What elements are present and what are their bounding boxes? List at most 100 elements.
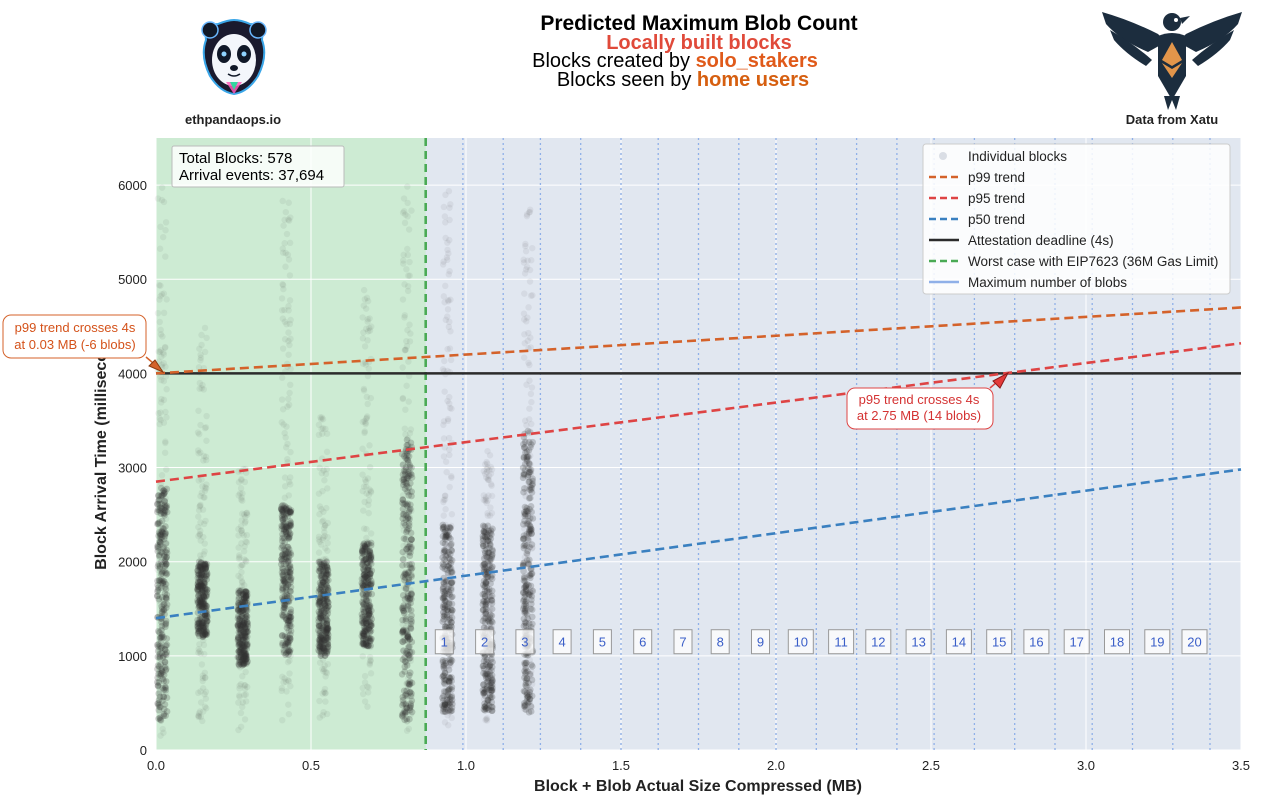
block-dot xyxy=(441,611,449,618)
block-dot xyxy=(359,629,367,636)
block-dot xyxy=(360,558,367,565)
block-dot xyxy=(200,626,208,634)
block-dot xyxy=(195,583,202,590)
block-dot xyxy=(364,540,371,547)
block-dot xyxy=(483,670,490,677)
block-dot xyxy=(483,717,491,724)
block-dot xyxy=(316,599,324,607)
block-dot xyxy=(241,653,248,661)
block-dot xyxy=(162,373,170,380)
block-dot xyxy=(156,318,163,326)
block-dot xyxy=(203,586,211,593)
block-dot xyxy=(319,567,327,574)
block-dot xyxy=(284,641,292,649)
block-dot xyxy=(238,617,246,625)
block-dot xyxy=(315,601,323,608)
block-dot xyxy=(408,618,415,625)
block-dot xyxy=(198,595,206,603)
block-dot xyxy=(195,563,202,570)
block-dot xyxy=(196,530,203,538)
block-dot xyxy=(194,597,201,604)
block-dot xyxy=(163,591,171,599)
block-dot xyxy=(279,588,286,596)
block-dot xyxy=(239,636,246,643)
block-dot xyxy=(155,529,163,536)
block-dot xyxy=(324,564,331,571)
block-dot xyxy=(287,622,295,630)
block-dot xyxy=(323,430,331,437)
block-dot xyxy=(364,559,371,566)
block-dot xyxy=(316,604,324,611)
block-dot xyxy=(194,586,201,593)
block-dot xyxy=(285,568,293,576)
block-dot xyxy=(277,505,285,512)
block-dot xyxy=(242,538,249,545)
block-dot xyxy=(324,571,331,579)
block-dot xyxy=(199,633,207,641)
block-dot xyxy=(196,345,203,352)
block-dot xyxy=(163,504,170,511)
block-dot xyxy=(155,492,162,500)
block-dot xyxy=(159,631,167,639)
block-dot xyxy=(195,562,203,570)
block-dot xyxy=(237,607,245,614)
block-dot xyxy=(282,616,290,623)
block-dot xyxy=(236,682,243,689)
block-dot xyxy=(365,554,373,561)
block-dot xyxy=(318,637,326,645)
block-dot xyxy=(365,602,373,609)
block-dot xyxy=(363,490,370,497)
block-dot xyxy=(156,538,164,546)
block-dot xyxy=(283,590,290,598)
block-dot xyxy=(241,685,249,693)
block-dot xyxy=(160,601,167,608)
block-dot xyxy=(363,622,371,630)
block-dot xyxy=(154,700,161,707)
block-dot xyxy=(278,684,286,692)
block-dot xyxy=(401,663,409,671)
block-dot xyxy=(158,667,166,675)
block-dot xyxy=(282,528,290,536)
block-dot xyxy=(323,564,331,572)
block-dot xyxy=(317,648,325,656)
block-dot xyxy=(159,579,167,587)
block-dot xyxy=(324,626,331,634)
block-dot xyxy=(400,251,407,259)
block-dot xyxy=(200,457,207,464)
block-dot xyxy=(235,625,243,633)
block-dot xyxy=(363,574,371,582)
block-dot xyxy=(367,622,375,629)
block-dot xyxy=(282,510,290,518)
block-dot xyxy=(367,642,374,649)
block-dot xyxy=(158,353,165,360)
block-dot xyxy=(485,472,493,479)
block-dot xyxy=(367,559,374,566)
block-dot xyxy=(159,654,167,661)
block-dot xyxy=(319,690,326,697)
block-dot xyxy=(362,573,370,581)
block-dot xyxy=(163,485,171,493)
block-dot xyxy=(279,345,287,352)
block-dot xyxy=(197,568,205,576)
block-dot xyxy=(322,698,329,705)
block-dot xyxy=(279,641,286,649)
block-dot xyxy=(197,599,205,606)
block-dot xyxy=(239,579,246,586)
block-dot xyxy=(281,643,289,650)
block-dot xyxy=(280,560,288,568)
block-dot xyxy=(316,714,323,721)
block-dot xyxy=(362,420,369,428)
block-dot xyxy=(197,564,205,571)
block-dot xyxy=(366,549,374,556)
block-dot xyxy=(364,318,371,325)
y-tick-label: 6000 xyxy=(118,178,147,193)
block-dot xyxy=(319,588,327,596)
block-dot xyxy=(195,627,203,635)
block-dot xyxy=(321,564,329,572)
block-dot xyxy=(154,543,161,551)
block-dot xyxy=(408,492,415,500)
block-dot xyxy=(286,509,294,517)
block-dot xyxy=(407,529,415,537)
block-dot xyxy=(360,619,368,627)
block-dot xyxy=(282,530,290,537)
